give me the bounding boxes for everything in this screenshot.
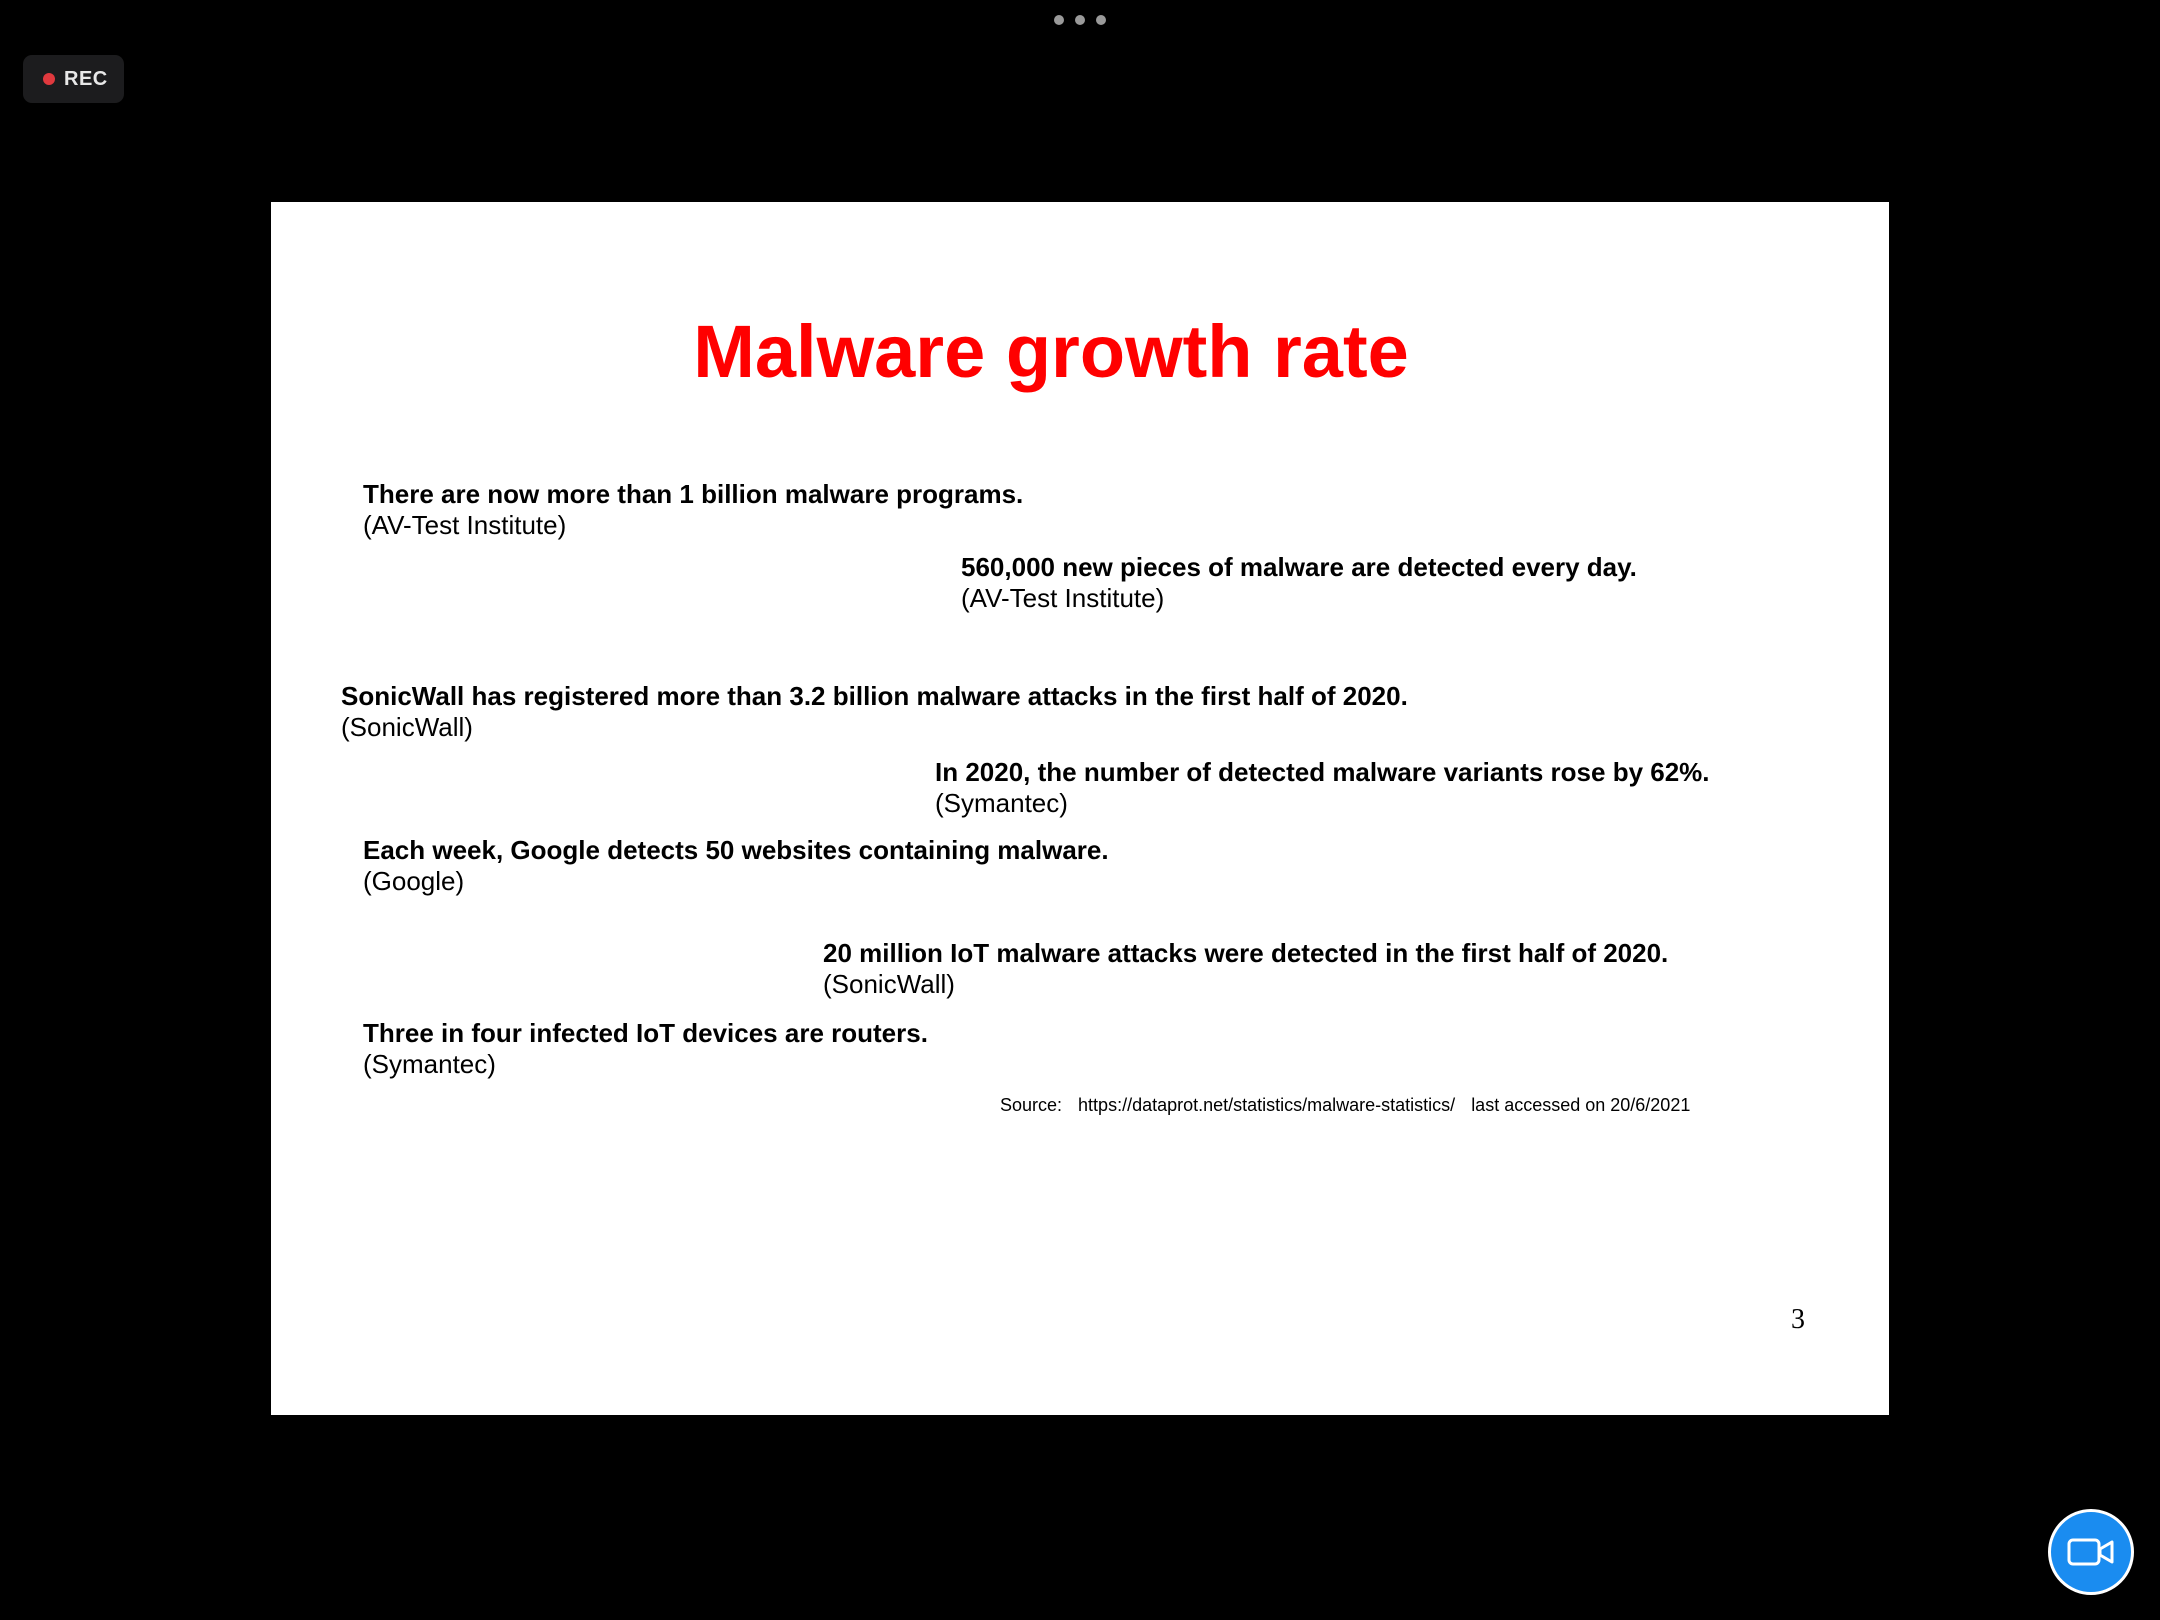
more-dot-icon (1075, 15, 1085, 25)
recording-indicator: REC (23, 55, 124, 103)
slide-title: Malware growth rate (693, 310, 1409, 393)
stat-item: 20 million IoT malware attacks were dete… (823, 938, 1668, 1000)
slide-page-number: 3 (1791, 1304, 1805, 1335)
more-dot-icon (1054, 15, 1064, 25)
stat-source: (Symantec) (363, 1049, 496, 1079)
stat-text: There are now more than 1 billion malwar… (363, 479, 1024, 509)
camera-button[interactable] (2048, 1509, 2134, 1595)
stat-text: SonicWall has registered more than 3.2 b… (341, 681, 1408, 711)
source-citation: Source: https://dataprot.net/statistics/m… (1000, 1095, 1690, 1116)
stat-source: (AV-Test Institute) (961, 583, 1165, 613)
source-label: Source: (1000, 1095, 1063, 1115)
presentation-slide: Malware growth rate There are now more t… (271, 202, 1889, 1415)
recording-dot-icon (43, 73, 55, 85)
more-options-button[interactable] (1054, 12, 1106, 28)
video-camera-icon (2067, 1538, 2114, 1566)
stat-item: Three in four infected IoT devices are r… (363, 1018, 928, 1080)
stat-item: There are now more than 1 billion malwar… (363, 479, 1023, 541)
stat-text: 20 million IoT malware attacks were dete… (823, 938, 1669, 968)
stat-text: Each week, Google detects 50 websites co… (363, 835, 1109, 865)
stat-source: (Google) (363, 866, 465, 896)
stat-item: Each week, Google detects 50 websites co… (363, 835, 1109, 897)
stat-item: 560,000 new pieces of malware are detect… (961, 552, 1637, 614)
stat-source: (SonicWall) (341, 712, 473, 742)
stat-text: In 2020, the number of detected malware … (935, 757, 1710, 787)
stat-source: (Symantec) (935, 788, 1068, 818)
stat-text: 560,000 new pieces of malware are detect… (961, 552, 1637, 582)
stat-item: In 2020, the number of detected malware … (935, 757, 1710, 819)
more-dot-icon (1096, 15, 1106, 25)
stat-item: SonicWall has registered more than 3.2 b… (341, 681, 1408, 743)
stat-source: (AV-Test Institute) (363, 510, 567, 540)
source-url: https://dataprot.net/statistics/malware-… (1078, 1095, 1456, 1115)
recording-label: REC (64, 67, 108, 90)
stat-source: (SonicWall) (823, 969, 955, 999)
stat-text: Three in four infected IoT devices are r… (363, 1018, 928, 1048)
source-accessed-date: last accessed on 20/6/2021 (1471, 1095, 1691, 1115)
